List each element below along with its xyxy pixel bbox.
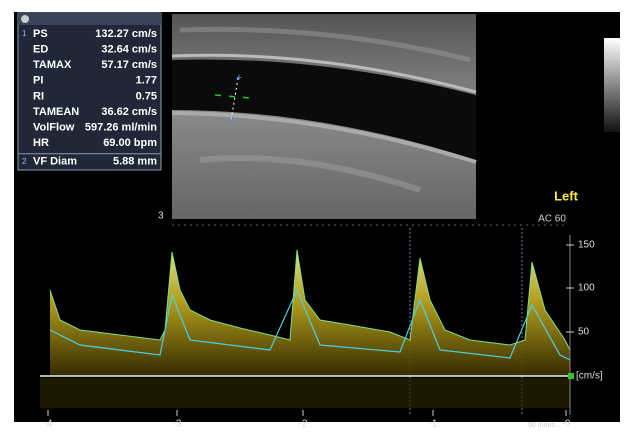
depth-marker: 3 (158, 211, 164, 222)
side-label: Left (554, 188, 579, 203)
velocity-tick-label: 150 (578, 240, 595, 251)
measurement-value: 69.00 bpm (103, 137, 157, 149)
measurement-label: VolFlow (33, 122, 75, 134)
svg-text:+: + (236, 72, 242, 84)
time-tick-label: -4 (44, 419, 53, 430)
velocity-tick-label: 50 (578, 327, 590, 338)
velocity-unit: [cm/s] (576, 371, 603, 382)
measurement-value: 597.26 ml/min (85, 122, 157, 134)
velocity-tick-label: 100 (578, 283, 595, 294)
time-tick-label: -1 (429, 419, 438, 430)
measurement-value: 0.75 (136, 90, 157, 102)
preset-label: AC 60 (538, 214, 566, 225)
group-index: 1 (22, 29, 27, 38)
measurement-value: 32.64 cm/s (101, 44, 157, 56)
measurement-label: RI (33, 90, 44, 102)
ultrasound-screen: + + 3 Left AC 60 1 PS 132.27 cm/s ED 32.64 c… (0, 0, 633, 434)
measurement-label: PS (33, 28, 48, 40)
sweep-speed: 50 mm/s (528, 422, 555, 429)
measurement-value: 1.77 (136, 75, 157, 87)
time-tick-label: -0 (562, 419, 571, 430)
measurement-label: HR (33, 137, 49, 149)
b-mode-image: + + (172, 14, 476, 219)
measurement-value: 5.88 mm (113, 156, 157, 168)
svg-text:+: + (228, 115, 234, 127)
measurement-label: PI (33, 75, 43, 87)
measurement-value: 36.62 cm/s (101, 106, 157, 118)
measurement-label: TAMEAN (33, 106, 79, 118)
measurement-label: TAMAX (33, 59, 72, 71)
group-index: 2 (22, 157, 27, 166)
time-tick-label: -2 (299, 419, 308, 430)
page: + + 3 Left AC 60 1 PS 132.27 cm/s ED 32.64 c… (0, 0, 633, 434)
measurement-value: 132.27 cm/s (95, 28, 157, 40)
measurement-value: 57.17 cm/s (101, 59, 157, 71)
measurement-label: ED (33, 44, 48, 56)
measurement-label: VF Diam (33, 156, 77, 168)
time-tick-label: -3 (173, 419, 182, 430)
gray-scale-bar (604, 38, 620, 132)
